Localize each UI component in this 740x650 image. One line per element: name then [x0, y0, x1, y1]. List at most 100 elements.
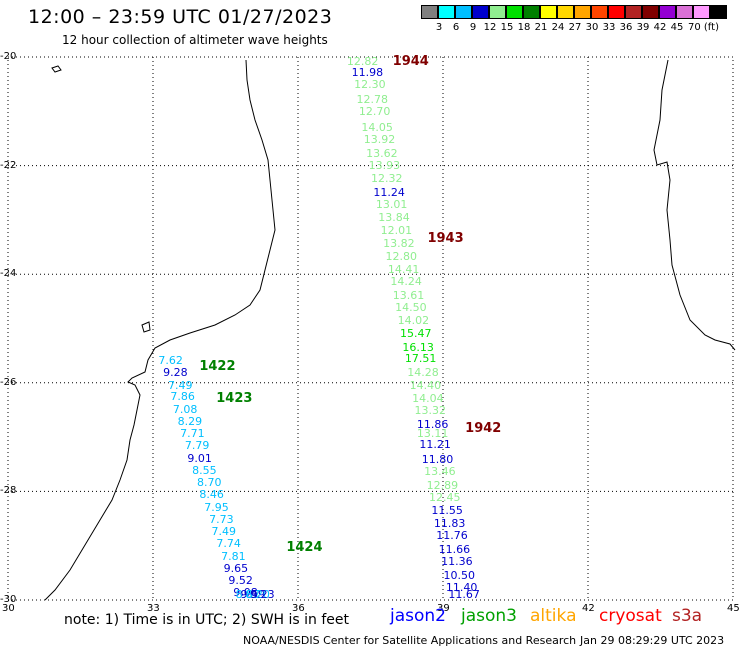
x-tick-label: 36 [292, 603, 305, 614]
color-swatch [625, 5, 642, 19]
color-swatch [642, 5, 659, 19]
y-tick-label: -26 [0, 376, 17, 388]
pass-time-label: 1422 [199, 358, 236, 374]
color-scale-label: 12 [483, 22, 497, 33]
wave-height-value: 13.46 [424, 465, 456, 479]
color-scale-label: 24 [551, 22, 565, 33]
wave-height-value: 11.67 [448, 588, 480, 601]
color-swatch [472, 5, 489, 19]
color-scale-label: 6 [452, 22, 460, 33]
wave-height-value: 11.40 [445, 580, 478, 594]
wave-height-value: 16.13 [402, 340, 434, 354]
page-subtitle: 12 hour collection of altimeter wave hei… [62, 33, 328, 47]
wave-height-value: 9.08 [233, 585, 258, 599]
africa-coastline [44, 59, 276, 601]
wave-height-value: 12.89 [426, 478, 459, 492]
wave-height-value: 7.71 [180, 427, 205, 441]
wave-height-value: 17.51 [404, 352, 437, 366]
color-scale-label: 18 [517, 22, 531, 33]
wave-height-value: 12.78 [356, 93, 389, 107]
timestamp-text: Jan 29 08:29:29 UTC 2023 [580, 634, 725, 647]
color-scale-label: 9 [469, 22, 477, 33]
wave-height-value: 13.93 [368, 158, 401, 172]
legend-item-cryosat: cryosat [599, 606, 662, 626]
wave-height-value: 12.30 [354, 78, 386, 92]
wave-height-value: 11.83 [433, 516, 466, 530]
wave-height-value: 11.76 [436, 529, 468, 543]
wave-height-value: 9.23 [250, 588, 275, 601]
wave-height-value: 12.32 [371, 172, 403, 186]
legend-item-altika: altika [530, 606, 577, 626]
legend-item-jason2: jason2 [390, 606, 446, 626]
color-swatch [523, 5, 540, 19]
wave-height-value: 9.01 [187, 451, 212, 465]
wave-height-value: 7.74 [216, 537, 241, 551]
color-scale-label: 45 [670, 22, 684, 33]
wave-height-value: 12.82 [346, 55, 379, 69]
wave-height-value: 13.32 [414, 404, 447, 418]
color-scale-label: 70 (ft) [688, 22, 719, 33]
map-frame [7, 56, 734, 601]
wave-height-value: 11.36 [441, 554, 473, 568]
wave-height-value: 12.80 [385, 249, 418, 263]
wave-height-value: 11.66 [438, 542, 471, 556]
wave-height-value: 11.86 [416, 417, 449, 431]
pass-time-label: 1423 [216, 391, 253, 407]
color-swatch [591, 5, 608, 19]
wave-height-value: 13.82 [383, 237, 415, 251]
wave-height-value: 8.46 [199, 488, 224, 502]
y-tick-label: -24 [0, 268, 17, 280]
page-title: 12:00 – 23:59 UTC 01/27/2023 [28, 6, 333, 28]
wave-height-value: 14.02 [397, 314, 430, 328]
madagascar-coastline [653, 59, 736, 351]
wave-height-value: 13.61 [392, 288, 425, 302]
color-swatch [693, 5, 710, 19]
wave-height-value: 12.01 [380, 223, 413, 237]
wave-height-value: 11.24 [373, 185, 405, 199]
color-swatch [540, 5, 557, 19]
color-scale-label: 21 [534, 22, 548, 33]
pass-time-label: 1942 [465, 420, 502, 436]
wave-height-value: 14.40 [409, 378, 442, 392]
wave-height-value: 11.98 [351, 66, 384, 80]
wave-height-value: 8.87 [235, 588, 261, 601]
legend-item-jason3: jason3 [461, 606, 517, 626]
color-scale-label: 36 [619, 22, 633, 33]
wave-height-value: 14.05 [361, 120, 393, 134]
color-swatch [421, 5, 438, 19]
pass-time-label: 1424 [286, 540, 323, 556]
x-tick-label: 45 [727, 603, 740, 614]
wave-height-value: 8.70 [197, 476, 222, 490]
wave-height-value: 7.73 [209, 512, 234, 526]
x-tick-label: 30 [2, 603, 15, 614]
color-swatch [676, 5, 693, 19]
wave-height-value: 7.62 [158, 354, 183, 368]
color-scale-label: 3 [435, 22, 443, 33]
wave-height-color-scale: 3 6 9 12 15 18 21 24 27 30 33 36 39 42 45 70 (ft) [421, 5, 729, 35]
credit-text: NOAA/NESDIS Center for Satellite Applica… [243, 634, 577, 647]
wave-height-value: 13.84 [378, 211, 410, 225]
island-outline [141, 321, 151, 333]
wave-height-value: 14.50 [395, 300, 427, 314]
wave-height-value: 7.81 [221, 549, 246, 563]
coastline [44, 59, 736, 601]
wave-height-value: 9.65 [223, 561, 249, 575]
wave-height-value: 7.08 [172, 402, 198, 416]
pass-time-label: 1943 [427, 230, 464, 246]
color-swatch [438, 5, 455, 19]
wave-height-value: 7.86 [170, 390, 195, 404]
wave-height-value: 9.28 [163, 366, 188, 380]
wave-height-value: 7.95 [204, 500, 229, 514]
legend-item-s3a: s3a [672, 606, 703, 626]
island-outline [51, 65, 62, 73]
y-tick-label: -30 [0, 594, 17, 605]
color-swatch [455, 5, 472, 19]
color-swatch [659, 5, 676, 19]
color-swatch [574, 5, 591, 19]
note-text: note: 1) Time is in UTC; 2) SWH is in fe… [64, 612, 350, 628]
wave-height-value: 10.50 [443, 568, 476, 582]
pass-time-label: 1944 [392, 54, 429, 70]
wave-height-value: 7.49 [211, 525, 237, 539]
wave-height-value: 14.28 [407, 366, 439, 380]
